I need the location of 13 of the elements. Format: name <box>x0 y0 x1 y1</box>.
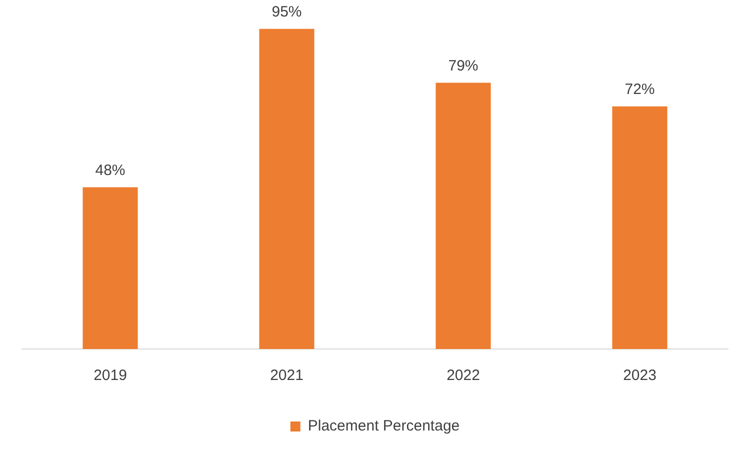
legend-label: Placement Percentage <box>308 418 460 435</box>
data-label: 72% <box>624 81 655 98</box>
bar <box>259 28 314 349</box>
x-tick-label: 2019 <box>94 367 127 384</box>
data-label: 79% <box>448 57 478 74</box>
data-label: 95% <box>272 3 302 20</box>
bar <box>436 82 491 349</box>
x-tick-label: 2022 <box>446 367 480 384</box>
x-tick-label: 2021 <box>270 367 304 384</box>
data-label: 48% <box>95 162 126 179</box>
bar <box>82 187 138 349</box>
x-tick-label: 2023 <box>623 367 656 384</box>
bar <box>612 106 668 349</box>
